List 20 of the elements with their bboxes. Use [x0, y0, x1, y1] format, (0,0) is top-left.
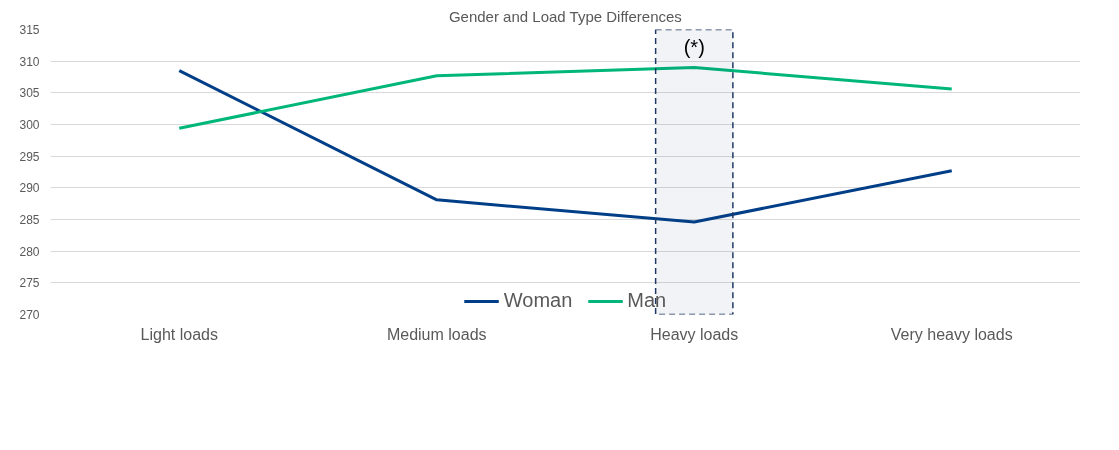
legend-label: Man: [627, 289, 667, 312]
y-tick-label: 270: [19, 308, 40, 322]
band-label: (*): [683, 35, 705, 58]
line-series: [177, 66, 954, 130]
y-tick-label: 310: [19, 54, 40, 69]
chart-title: Gender and Load Type Differences: [448, 7, 682, 25]
y-tick-label: 305: [19, 86, 40, 101]
x-tick-label: Heavy loads: [650, 325, 739, 343]
y-tick-label: 315: [19, 23, 40, 37]
y-tick-label: 295: [19, 149, 40, 164]
y-tick-label: 280: [19, 244, 40, 259]
y-tick-label: 300: [19, 118, 40, 132]
line-series: [177, 69, 954, 224]
y-tick-label: 290: [19, 181, 40, 196]
x-tick-label: Light loads: [140, 325, 218, 343]
y-tick-label: 285: [19, 213, 40, 227]
legend-label: Woman: [503, 289, 573, 312]
x-tick-label: Medium loads: [386, 325, 487, 343]
x-tick-label: Very heavy loads: [890, 325, 1013, 343]
y-tick-label: 275: [19, 276, 40, 291]
